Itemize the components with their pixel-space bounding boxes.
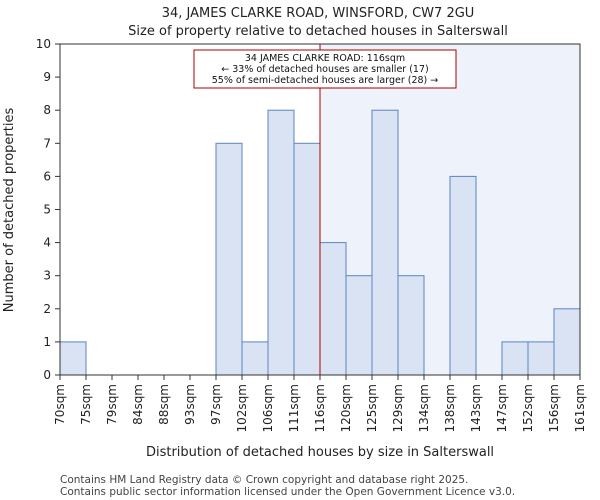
bar-125sqm <box>371 109 399 376</box>
annotation-line-3: 55% of semi-detached houses are larger (… <box>212 75 439 86</box>
plot-frame <box>59 43 581 376</box>
bar-97sqm <box>215 142 243 376</box>
y-tick-label: 8 <box>43 103 51 117</box>
x-tick-label: 125sqm <box>365 384 379 432</box>
y-tick-label: 10 <box>36 37 51 51</box>
x-tick-label: 84sqm <box>131 384 145 425</box>
x-axis-label: Distribution of detached houses by size … <box>146 445 494 460</box>
y-tick-label: 3 <box>43 269 51 283</box>
y-tick-label: 7 <box>43 136 51 150</box>
y-tick-label: 5 <box>43 203 51 217</box>
x-tick-label: 106sqm <box>261 384 275 432</box>
bar-106sqm <box>267 109 295 376</box>
bar-147sqm <box>501 341 529 376</box>
x-tick-label: 75sqm <box>79 384 93 425</box>
bar-129sqm <box>397 275 425 376</box>
chart-title: 34, JAMES CLARKE ROAD, WINSFORD, CW7 2GU <box>162 6 475 21</box>
y-tick-label: 2 <box>43 302 51 316</box>
x-tick-label: 152sqm <box>521 384 535 432</box>
annotation-border <box>193 49 457 89</box>
bar-152sqm <box>527 341 555 376</box>
annotation-box: 34 JAMES CLARKE ROAD: 116sqm ← 33% of de… <box>193 49 457 89</box>
x-tick-label: 138sqm <box>443 384 457 432</box>
y-axis-ticks: 0 1 2 3 4 5 6 7 8 9 10 <box>36 37 60 382</box>
x-tick-label: 120sqm <box>339 384 353 432</box>
x-tick-label: 161sqm <box>573 384 587 432</box>
bar-120sqm <box>345 275 373 376</box>
y-tick-label: 6 <box>43 169 51 183</box>
footer-line-1: Contains HM Land Registry data © Crown c… <box>60 474 468 486</box>
x-tick-label: 70sqm <box>53 384 67 425</box>
x-tick-label: 93sqm <box>183 384 197 425</box>
x-axis-ticks: 70sqm 75sqm 79sqm 84sqm 88sqm 93sqm 97sqm 102sq… <box>53 375 587 432</box>
chart-subtitle: Size of property relative to detached ho… <box>128 24 508 39</box>
x-tick-label: 79sqm <box>105 384 119 425</box>
annotation-line-2: ← 33% of detached houses are smaller (17… <box>221 64 428 75</box>
y-tick-label: 1 <box>43 335 51 349</box>
bar-116sqm <box>319 242 347 376</box>
x-tick-label: 129sqm <box>391 384 405 432</box>
x-tick-label: 147sqm <box>495 384 509 432</box>
bars-group <box>59 109 581 376</box>
x-tick-label: 111sqm <box>287 384 301 432</box>
annotation-line-1: 34 JAMES CLARKE ROAD: 116sqm <box>245 53 405 64</box>
footer-line-2: Contains public sector information licen… <box>60 486 515 498</box>
bar-102sqm <box>241 341 269 376</box>
bar-138sqm <box>449 175 477 376</box>
x-tick-label: 116sqm <box>313 384 327 432</box>
bar-111sqm <box>293 142 321 376</box>
x-tick-label: 143sqm <box>469 384 483 432</box>
x-tick-label: 134sqm <box>417 384 431 432</box>
y-axis-label: Number of detached properties <box>2 108 17 313</box>
plot-area: 34 JAMES CLARKE ROAD: 116sqm ← 33% of de… <box>36 37 587 432</box>
bar-156sqm <box>553 308 581 376</box>
x-tick-label: 156sqm <box>547 384 561 432</box>
x-tick-label: 97sqm <box>209 384 223 425</box>
x-tick-label: 102sqm <box>235 384 249 432</box>
x-tick-label: 88sqm <box>157 384 171 425</box>
y-tick-label: 4 <box>43 236 51 250</box>
y-tick-label: 0 <box>43 368 51 382</box>
y-tick-label: 9 <box>43 70 51 84</box>
bar-70sqm <box>59 341 87 376</box>
